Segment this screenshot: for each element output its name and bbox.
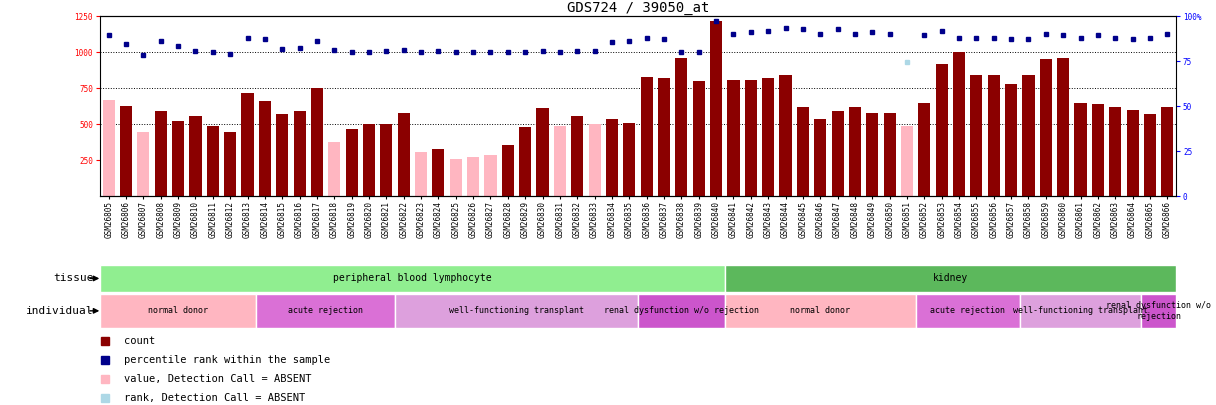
- Bar: [502, 145, 514, 196]
- Bar: [725, 294, 916, 328]
- Text: value, Detection Call = ABSENT: value, Detection Call = ABSENT: [124, 374, 311, 384]
- Bar: [1006, 84, 1018, 196]
- Bar: [970, 75, 983, 196]
- Bar: [638, 294, 725, 328]
- Title: GDS724 / 39050_at: GDS724 / 39050_at: [567, 1, 709, 15]
- Bar: [572, 116, 584, 196]
- Bar: [916, 294, 1020, 328]
- Text: well-functioning transplant: well-functioning transplant: [449, 306, 584, 315]
- Bar: [725, 265, 1176, 292]
- Bar: [484, 155, 496, 196]
- Bar: [553, 126, 565, 196]
- Text: normal donor: normal donor: [790, 306, 850, 315]
- Bar: [536, 109, 548, 196]
- Bar: [345, 129, 358, 196]
- Bar: [779, 75, 792, 196]
- Bar: [415, 152, 427, 196]
- Text: rank, Detection Call = ABSENT: rank, Detection Call = ABSENT: [124, 392, 305, 403]
- Text: renal dysfunction w/o rejection: renal dysfunction w/o rejection: [604, 306, 759, 315]
- Bar: [1144, 114, 1156, 196]
- Bar: [710, 21, 722, 196]
- Bar: [935, 64, 947, 196]
- Text: count: count: [124, 336, 156, 346]
- Bar: [120, 106, 133, 196]
- Bar: [467, 158, 479, 196]
- Bar: [1020, 294, 1142, 328]
- Bar: [901, 126, 913, 196]
- Bar: [1023, 75, 1035, 196]
- Bar: [744, 80, 756, 196]
- Bar: [658, 78, 670, 196]
- Bar: [328, 142, 340, 196]
- Text: percentile rank within the sample: percentile rank within the sample: [124, 355, 331, 365]
- Bar: [693, 81, 705, 196]
- Text: tissue: tissue: [54, 273, 94, 283]
- Bar: [171, 122, 184, 196]
- Bar: [242, 93, 254, 196]
- Text: normal donor: normal donor: [148, 306, 208, 315]
- Text: individual: individual: [27, 306, 94, 316]
- Bar: [519, 127, 531, 196]
- Text: kidney: kidney: [933, 273, 968, 283]
- Bar: [589, 124, 601, 196]
- Bar: [675, 58, 687, 196]
- Text: renal dysfunction w/o
rejection: renal dysfunction w/o rejection: [1107, 301, 1211, 320]
- Bar: [1092, 104, 1104, 196]
- Bar: [381, 124, 393, 196]
- Bar: [796, 107, 809, 196]
- Bar: [137, 132, 150, 196]
- Bar: [624, 123, 636, 196]
- Bar: [398, 113, 410, 196]
- Bar: [224, 132, 236, 196]
- Bar: [1040, 60, 1052, 196]
- Text: well-functioning transplant: well-functioning transplant: [1013, 306, 1148, 315]
- Bar: [293, 111, 305, 196]
- Text: acute rejection: acute rejection: [288, 306, 364, 315]
- Bar: [154, 111, 167, 196]
- Bar: [259, 101, 271, 196]
- Text: acute rejection: acute rejection: [930, 306, 1006, 315]
- Bar: [884, 113, 896, 196]
- Bar: [207, 126, 219, 196]
- Bar: [190, 116, 202, 196]
- Bar: [1161, 107, 1173, 196]
- Bar: [606, 119, 618, 196]
- Bar: [727, 80, 739, 196]
- Bar: [311, 88, 323, 196]
- Bar: [395, 294, 638, 328]
- Bar: [450, 159, 462, 196]
- Bar: [100, 265, 725, 292]
- Bar: [849, 107, 861, 196]
- Bar: [433, 149, 445, 196]
- Text: peripheral blood lymphocyte: peripheral blood lymphocyte: [333, 273, 491, 283]
- Bar: [1109, 107, 1121, 196]
- Bar: [987, 75, 1000, 196]
- Bar: [953, 52, 966, 196]
- Bar: [1075, 103, 1087, 196]
- Bar: [257, 294, 395, 328]
- Bar: [641, 77, 653, 196]
- Bar: [832, 111, 844, 196]
- Bar: [918, 103, 930, 196]
- Bar: [1057, 58, 1069, 196]
- Bar: [815, 119, 827, 196]
- Bar: [1126, 110, 1138, 196]
- Bar: [866, 113, 878, 196]
- Bar: [100, 294, 257, 328]
- Bar: [102, 100, 114, 196]
- Bar: [762, 78, 775, 196]
- Bar: [1142, 294, 1176, 328]
- Bar: [276, 114, 288, 196]
- Bar: [362, 124, 375, 196]
